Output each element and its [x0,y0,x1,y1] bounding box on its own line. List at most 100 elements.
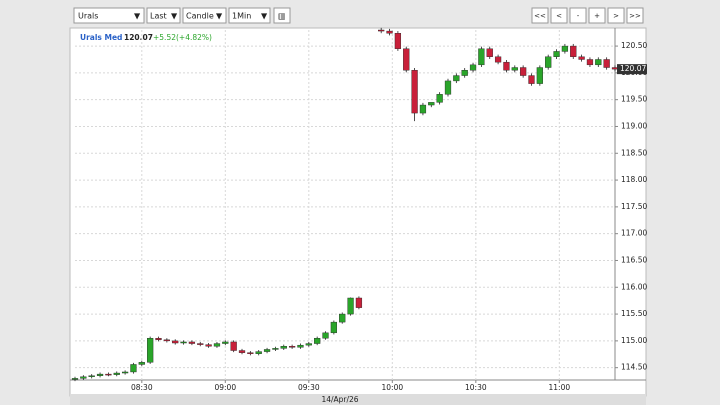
style: Candle [186,12,214,21]
candle-body [280,346,287,349]
toolbar: Urals ▼ Last ▼ Candle ▼ 1Min ▼ ▥ [73,7,291,24]
candle-body [419,104,427,114]
last-price: 120.07 [124,33,153,42]
nav-label: - [577,12,580,20]
date-bar [70,394,646,405]
candle-body [444,80,452,95]
y-tick-label: 117.50 [621,202,647,211]
candle-body [263,349,271,352]
nav-label: > [613,12,619,20]
candle-body [272,348,279,350]
symbol: Urals [78,12,98,21]
candle-body [80,376,87,379]
candle-body [188,341,196,344]
candle-body [71,378,79,380]
candle-body [411,69,418,114]
field: Last [150,12,167,21]
candle-body [355,297,363,308]
y-tick-label: 116.00 [621,282,647,291]
nav-button[interactable] [569,7,587,24]
candle-body [314,337,321,344]
x-tick-label: 10:30 [465,383,487,392]
candle-body [469,64,477,71]
nav-buttons: << < - + > >> [531,7,644,24]
candle-body [478,48,485,66]
interval-select[interactable] [228,7,271,24]
nav-label: << [534,12,546,20]
interval: 1Min [232,12,251,21]
dropdown-arrow: ▼ [216,12,223,21]
y-tick-label: 120.50 [621,41,647,50]
instrument: Urals Med [80,33,122,42]
field-select[interactable] [146,7,181,24]
x-tick-label: 10:00 [382,383,404,392]
nav-button[interactable] [550,7,568,24]
grid-icon: ▥ [278,12,286,21]
candle-body [230,341,237,351]
y-tick-label: 119.50 [621,95,647,104]
candle-body [113,372,120,375]
candle-body [105,373,112,376]
nav-button[interactable] [588,7,606,24]
candle-body [88,375,95,377]
candle-body [436,94,443,103]
x-tick-label: 09:30 [298,383,320,392]
last-price-tag [617,64,647,75]
candle-body [378,29,385,32]
symbol-select[interactable] [73,7,145,24]
candle-body [147,337,154,363]
nav-button[interactable] [531,7,549,24]
candle-body [528,75,535,84]
candle-body [570,45,577,57]
candle-body [172,340,179,344]
candle-body [536,67,543,84]
nav-label: < [556,12,562,20]
y-tick-label: 115.00 [621,336,647,345]
date-label: 14/Apr/26 [321,395,358,404]
y-tick-label: 115.50 [621,309,647,318]
candle-body [578,56,585,60]
candle-body [453,75,460,82]
candle-body [403,48,410,71]
candle-body [197,343,204,345]
candle-body [511,67,518,71]
y-tick-label: 114.50 [621,363,647,372]
candle-body [288,346,296,348]
candle-body [553,51,560,57]
chart-panel [69,27,647,397]
candle-body [428,102,435,106]
dropdown-arrow: ▼ [261,12,268,21]
change: +5.52(+4.82%) [153,33,212,42]
candle-body [347,297,354,315]
candle-body [222,341,229,344]
candle-body [545,56,552,68]
candle-body [386,30,393,34]
nav-label: >> [629,12,641,20]
last-price-label: 120.07 [620,64,646,73]
plot: 114.50 115.00 115.50 116.00 116.50 117.00 117.… [71,27,647,392]
candle-body [205,344,212,347]
candle-body [394,33,402,49]
candle-body [561,45,569,52]
candle-body [330,321,337,334]
grid-button[interactable] [273,7,291,24]
style-select[interactable] [182,7,227,24]
candle-body [297,344,304,348]
nav-label: + [594,12,600,20]
candle-body [586,59,594,66]
candle-body [305,343,312,346]
nav-button[interactable] [626,7,644,24]
x-tick-label: 08:30 [131,383,153,392]
y-tick-label: 118.50 [621,148,647,157]
y-tick-label: 118.00 [621,175,647,184]
candle-body [238,350,246,353]
candle-body [121,371,129,374]
candle-body [461,69,468,76]
candle-body [603,59,610,68]
y-tick-label: 117.00 [621,229,647,238]
candle-body [180,341,187,344]
candle-body [138,362,145,365]
dropdown-arrow: ▼ [134,12,141,21]
dropdown-arrow: ▼ [171,12,178,21]
nav-button[interactable] [607,7,625,24]
